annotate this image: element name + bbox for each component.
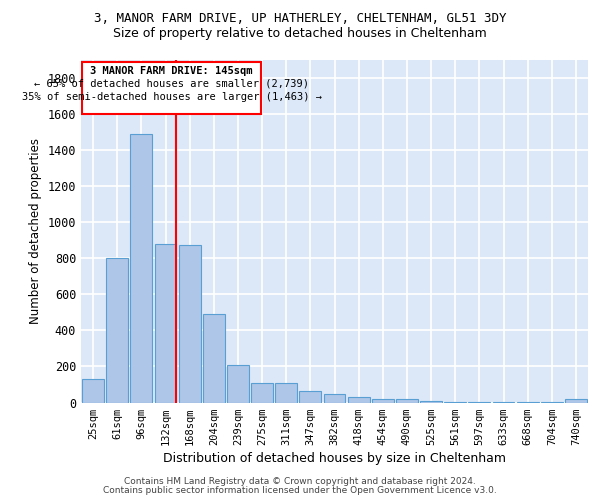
Text: 3 MANOR FARM DRIVE: 145sqm: 3 MANOR FARM DRIVE: 145sqm [90, 66, 253, 76]
Bar [82, 62, 261, 114]
Text: Contains HM Land Registry data © Crown copyright and database right 2024.: Contains HM Land Registry data © Crown c… [124, 477, 476, 486]
Bar [348, 397, 370, 402]
Bar [565, 399, 587, 402]
Bar [155, 244, 176, 402]
Text: 3, MANOR FARM DRIVE, UP HATHERLEY, CHELTENHAM, GL51 3DY: 3, MANOR FARM DRIVE, UP HATHERLEY, CHELT… [94, 12, 506, 26]
X-axis label: Distribution of detached houses by size in Cheltenham: Distribution of detached houses by size … [163, 452, 506, 465]
Bar [106, 258, 128, 402]
Text: Size of property relative to detached houses in Cheltenham: Size of property relative to detached ho… [113, 28, 487, 40]
Bar [179, 245, 200, 402]
Bar [275, 382, 297, 402]
Bar [251, 382, 273, 402]
Text: Contains public sector information licensed under the Open Government Licence v3: Contains public sector information licen… [103, 486, 497, 495]
Text: 35% of semi-detached houses are larger (1,463) →: 35% of semi-detached houses are larger (… [22, 92, 322, 102]
Bar [323, 394, 346, 402]
Bar [203, 314, 224, 402]
Bar [82, 379, 104, 402]
Bar [130, 134, 152, 402]
Bar [372, 399, 394, 402]
Bar [227, 364, 249, 403]
Y-axis label: Number of detached properties: Number of detached properties [29, 138, 42, 324]
Bar [299, 391, 321, 402]
Bar [420, 401, 442, 402]
Text: ← 65% of detached houses are smaller (2,739): ← 65% of detached houses are smaller (2,… [34, 79, 309, 89]
Bar [396, 399, 418, 402]
